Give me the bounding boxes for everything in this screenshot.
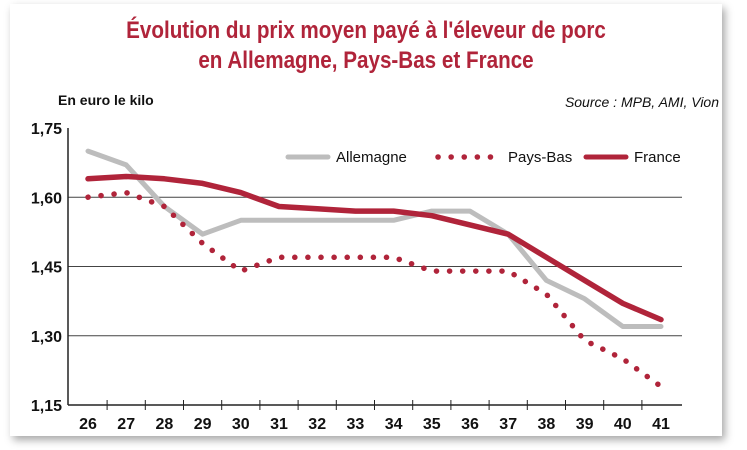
series-line-allemagne (85, 148, 664, 329)
source-note: Source : MPB, AMI, Vion (564, 94, 719, 110)
y-tick-label: 1,15 (31, 398, 62, 415)
x-tick-label: 35 (423, 416, 441, 433)
x-tick-label: 38 (538, 416, 556, 433)
chart-title: Évolution du prix moyen payé à l'éleveur… (60, 16, 672, 76)
y-axis-unit-label: En euro le kilo (58, 92, 154, 108)
y-tick-label: 1,30 (31, 329, 62, 346)
chart-title-line-2: en Allemagne, Pays-Bas et France (198, 47, 534, 74)
x-tick-label: 36 (461, 416, 479, 433)
x-tick-label: 29 (194, 416, 212, 433)
x-tick-label: 40 (614, 416, 632, 433)
x-tick-label: 27 (117, 416, 135, 433)
chart-title-line-1: Évolution du prix moyen payé à l'éleveur… (126, 17, 606, 44)
x-tick-label: 34 (385, 416, 403, 433)
series-line-pays-bas (85, 189, 664, 390)
y-tick-label: 1,75 (31, 121, 62, 138)
y-tick-label: 1,60 (31, 190, 62, 207)
x-tick-label: 32 (308, 416, 326, 433)
x-tick-label: 39 (576, 416, 594, 433)
legend-label: Allemagne (336, 149, 407, 166)
series-line-france (85, 173, 664, 323)
legend-label: France (634, 149, 681, 166)
legend-label: Pays-Bas (508, 149, 572, 166)
x-tick-label: 30 (232, 416, 250, 433)
x-tick-label: 26 (79, 416, 97, 433)
x-tick-label: 33 (347, 416, 365, 433)
y-tick-label: 1,45 (31, 260, 62, 277)
x-tick-label: 37 (499, 416, 517, 433)
x-tick-label: 28 (156, 416, 174, 433)
x-tick-label: 31 (270, 416, 288, 433)
x-tick-label: 41 (652, 416, 670, 433)
